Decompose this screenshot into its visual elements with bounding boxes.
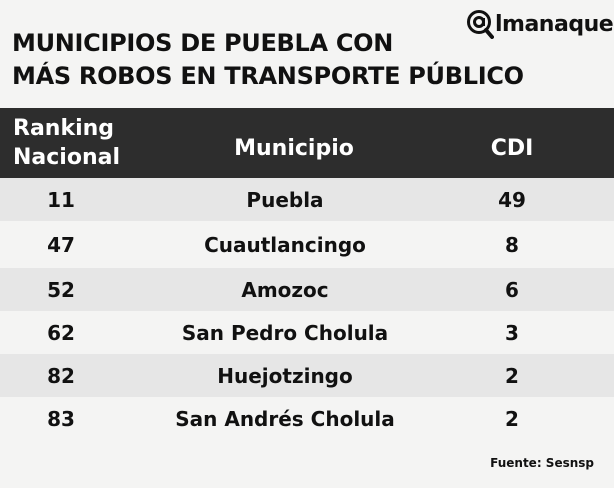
page-title: MUNICIPIOS DE PUEBLA CON MÁS ROBOS EN TR… [12, 27, 524, 93]
rank-cell: 82 [47, 364, 75, 388]
municipio-cell: San Pedro Cholula [181, 321, 389, 345]
municipio-cell: San Andrés Cholula [175, 407, 395, 431]
cdi-cell: 2 [505, 407, 519, 431]
header-municipio: Municipio [234, 136, 354, 161]
rank-cell: 83 [47, 407, 75, 431]
table-row: 52 Amozoc 6 [0, 268, 614, 311]
table-row: 82 Huejotzingo 2 [0, 354, 614, 397]
rank-cell: 52 [47, 278, 75, 302]
at-magnifier-icon [467, 10, 494, 39]
rank-cell: 11 [47, 188, 75, 212]
municipio-cell: Huejotzingo [217, 364, 353, 388]
municipio-cell: Puebla [246, 188, 324, 212]
rank-cell: 47 [47, 233, 75, 257]
source-note: Fuente: Sesnsp [490, 456, 594, 470]
header-cdi: CDI [490, 136, 534, 161]
almanaque-logo: lmanaque [466, 9, 614, 39]
title-line-2: MÁS ROBOS EN TRANSPORTE PÚBLICO [12, 62, 524, 90]
header-ranking: Ranking Nacional [13, 116, 121, 170]
cdi-cell: 3 [505, 321, 519, 345]
table-row: 62 San Pedro Cholula 3 [0, 311, 614, 354]
table-row: 83 San Andrés Cholula 2 [0, 397, 614, 440]
title-line-1: MUNICIPIOS DE PUEBLA CON [12, 29, 394, 57]
rank-cell: 62 [47, 321, 75, 345]
table-row: 47 Cuautlancingo 8 [0, 223, 614, 266]
table-header: Ranking Nacional Municipio CDI [0, 108, 614, 178]
table-row: 11 Puebla 49 [0, 178, 614, 221]
cdi-cell: 8 [505, 233, 519, 257]
municipio-cell: Amozoc [241, 278, 329, 302]
municipio-cell: Cuautlancingo [204, 233, 366, 257]
logo-text: lmanaque [495, 11, 614, 37]
cdi-cell: 49 [498, 188, 526, 212]
cdi-cell: 6 [505, 278, 519, 302]
cdi-cell: 2 [505, 364, 519, 388]
